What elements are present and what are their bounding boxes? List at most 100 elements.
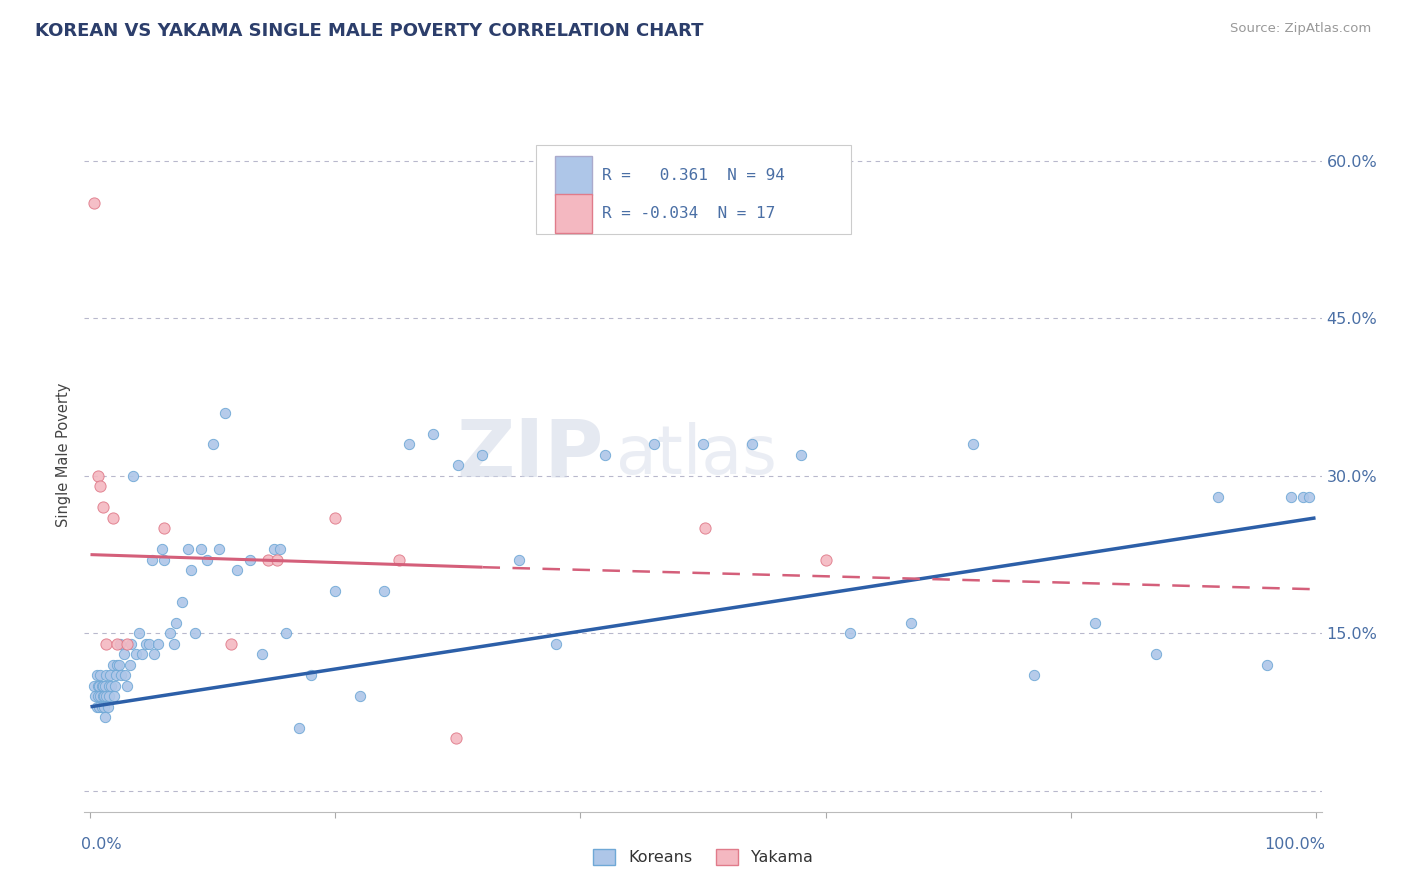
Point [98, 668, 121, 682]
FancyBboxPatch shape [536, 145, 852, 234]
Text: 0.0%: 0.0% [80, 837, 121, 852]
Point [239, 553, 262, 567]
Point [177, 542, 200, 557]
Point [91, 690, 114, 704]
Point [150, 542, 173, 557]
Point [101, 511, 124, 525]
Point [471, 448, 494, 462]
Point [83, 196, 105, 211]
Point [422, 426, 444, 441]
Point [692, 437, 714, 451]
Point [135, 637, 157, 651]
Point [87, 690, 110, 704]
Point [94, 710, 117, 724]
Point [96, 637, 118, 651]
Point [110, 668, 132, 682]
Point [97, 679, 120, 693]
Point [100, 679, 122, 693]
Point [97, 699, 120, 714]
Point [122, 469, 145, 483]
Point [89, 479, 111, 493]
Point [141, 553, 163, 567]
Point [90, 699, 112, 714]
Text: R =   0.361  N = 94: R = 0.361 N = 94 [602, 168, 785, 183]
Point [447, 458, 470, 473]
Point [1084, 615, 1107, 630]
Text: Source: ZipAtlas.com: Source: ZipAtlas.com [1230, 22, 1371, 36]
Point [163, 637, 186, 651]
FancyBboxPatch shape [554, 155, 592, 194]
Point [695, 521, 717, 535]
Point [183, 626, 205, 640]
Point [250, 648, 273, 662]
Point [1298, 490, 1320, 504]
Point [508, 553, 530, 567]
Y-axis label: Single Male Poverty: Single Male Poverty [56, 383, 72, 527]
Point [398, 437, 420, 451]
Point [115, 637, 138, 651]
Point [90, 679, 112, 693]
Point [125, 648, 148, 662]
Point [1144, 648, 1167, 662]
Point [643, 437, 665, 451]
Point [276, 626, 298, 640]
Point [94, 679, 117, 693]
Point [1206, 490, 1229, 504]
Point [153, 553, 176, 567]
Point [96, 668, 118, 682]
Point [86, 668, 108, 682]
Point [1292, 490, 1315, 504]
Point [299, 668, 322, 682]
Point [128, 626, 150, 640]
Point [84, 690, 107, 704]
FancyBboxPatch shape [554, 194, 592, 234]
Point [266, 553, 288, 567]
Point [741, 437, 763, 451]
Point [89, 690, 111, 704]
Point [101, 657, 124, 672]
Point [118, 657, 141, 672]
Point [226, 563, 249, 577]
Point [138, 637, 160, 651]
Point [325, 584, 347, 599]
Point [349, 690, 371, 704]
Point [839, 626, 862, 640]
Point [153, 521, 176, 535]
Text: atlas: atlas [616, 422, 778, 488]
Point [103, 690, 125, 704]
Point [962, 437, 984, 451]
Point [87, 679, 110, 693]
Point [790, 448, 813, 462]
Point [544, 637, 567, 651]
Point [97, 690, 120, 704]
Point [190, 542, 212, 557]
Point [114, 668, 136, 682]
Point [1256, 657, 1278, 672]
Point [86, 699, 108, 714]
Point [143, 648, 166, 662]
Point [263, 542, 285, 557]
Point [104, 679, 127, 693]
Text: ZIP: ZIP [457, 416, 605, 494]
Point [87, 679, 110, 693]
Point [112, 648, 135, 662]
Point [900, 615, 922, 630]
Point [107, 657, 129, 672]
Point [221, 637, 243, 651]
Point [814, 553, 837, 567]
Point [131, 648, 153, 662]
Point [115, 679, 138, 693]
Point [195, 553, 218, 567]
Point [107, 637, 129, 651]
Point [1279, 490, 1302, 504]
Legend: Koreans, Yakama: Koreans, Yakama [586, 842, 820, 871]
Point [444, 731, 467, 746]
Point [325, 511, 347, 525]
Point [96, 690, 118, 704]
Point [269, 542, 291, 557]
Point [87, 469, 110, 483]
Point [105, 668, 128, 682]
Point [257, 553, 280, 567]
Text: KOREAN VS YAKAMA SINGLE MALE POVERTY CORRELATION CHART: KOREAN VS YAKAMA SINGLE MALE POVERTY COR… [35, 22, 703, 40]
Point [93, 690, 115, 704]
